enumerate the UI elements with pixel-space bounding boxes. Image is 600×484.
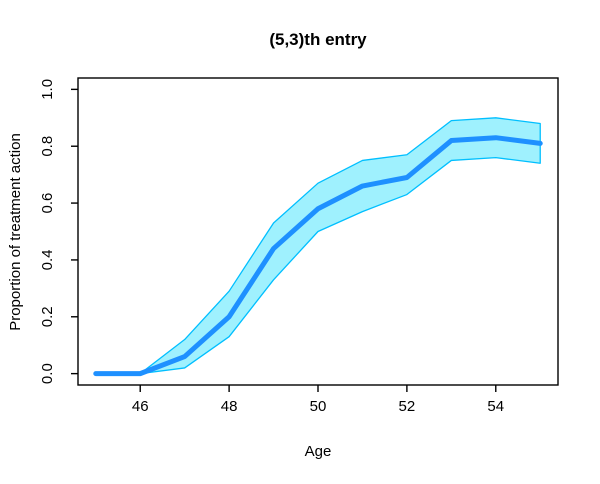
x-tick-label: 54 [487,398,504,415]
y-tick-label: 0.6 [39,193,56,214]
y-tick-label: 0.0 [39,363,56,384]
y-tick-label: 0.4 [39,249,56,270]
y-tick-label: 0.8 [39,136,56,157]
axis-ticks-layer: 46 48 50 52 54 0.0 0.2 0.4 0.6 0.8 1.0 [39,79,504,415]
confidence-band [95,117,541,375]
x-tick-label: 48 [221,398,238,415]
x-tick-label: 50 [310,398,327,415]
y-tick-label: 0.2 [39,306,56,327]
estimate-line [93,135,543,377]
x-tick-label: 52 [399,398,416,415]
y-tick-label: 1.0 [39,79,56,100]
chart-title: (5,3)th entry [269,30,367,49]
x-tick-label: 46 [132,398,149,415]
y-axis-label: Proportion of treatment action [7,133,24,331]
x-axis-label: Age [305,443,332,460]
plot-layers [93,117,543,377]
